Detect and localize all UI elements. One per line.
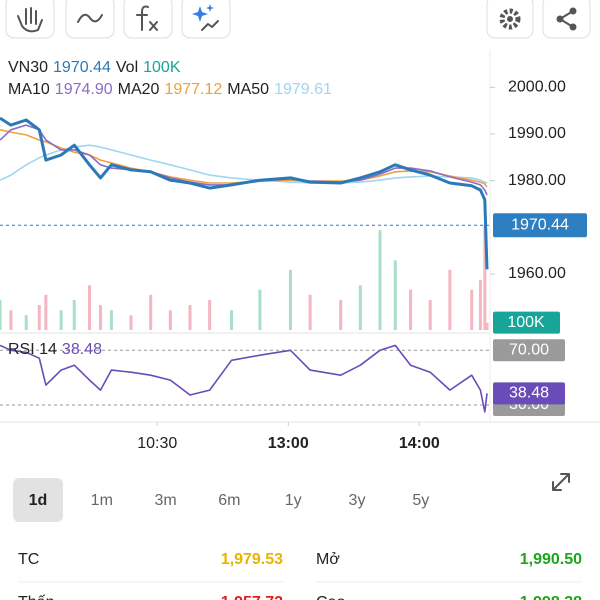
legend-value: 1977.12	[164, 81, 222, 98]
legend: MA10 1974.90 MA20 1977.12 MA50 1979.61	[8, 81, 332, 98]
volume-bar	[0, 299, 2, 330]
function-button[interactable]	[123, 0, 173, 39]
volume-bar	[428, 299, 432, 330]
share-dot	[569, 7, 577, 15]
volume-bar	[109, 310, 113, 330]
stat-value: 1,990.50	[520, 551, 582, 568]
share-dot	[556, 15, 564, 23]
range-button[interactable]: 1m	[91, 492, 113, 509]
volume-label: 100K	[507, 314, 545, 331]
legend-value: 1974.90	[55, 81, 113, 98]
hand-icon	[17, 7, 43, 33]
volume-bar	[485, 322, 489, 330]
share-dot	[569, 23, 577, 31]
chart: 2000.00 1990.00 1980.00 1960.00 1970.44 100K 7…	[0, 79, 587, 452]
legend-name: Vol	[116, 59, 138, 76]
expand-icon[interactable]	[552, 473, 570, 491]
volume-bar	[308, 294, 312, 330]
volume-bar	[393, 260, 397, 330]
volume-bar	[208, 299, 212, 330]
toolbar	[5, 0, 591, 39]
volume-bar	[149, 294, 153, 330]
volume-bar	[229, 310, 233, 330]
y-tick-label: 1960.00	[508, 265, 566, 282]
x-tick-label: 10:30	[137, 435, 177, 452]
sparkle-icon	[192, 4, 214, 22]
last-price-label: 1970.44	[511, 216, 569, 233]
legend-name: MA50	[227, 81, 269, 98]
rsi-line	[0, 344, 488, 413]
legend-name: MA20	[118, 81, 160, 98]
gear-icon	[499, 8, 521, 30]
volume-bar	[358, 285, 362, 330]
range-button[interactable]: 1y	[285, 492, 302, 509]
range-button[interactable]: 3m	[154, 492, 176, 509]
range-button[interactable]: 6m	[218, 492, 240, 509]
volume-bar	[88, 285, 92, 330]
rsi-level-label: 70.00	[509, 342, 549, 359]
volume-bar	[9, 310, 13, 330]
volume-bar	[478, 280, 482, 330]
legend-value: 1979.61	[274, 81, 332, 98]
legend-name: RSI 14	[8, 341, 57, 358]
rsi-last-box	[493, 382, 565, 405]
y-tick-label: 2000.00	[508, 79, 566, 96]
volume-bar	[44, 294, 48, 330]
legend: VN30 1970.44 Vol 100K	[8, 59, 181, 76]
stat-label: TC	[18, 551, 39, 568]
legend-value: 38.48	[62, 341, 102, 358]
volume-bar	[98, 305, 102, 330]
price-line	[0, 116, 489, 270]
volume-bar	[59, 310, 63, 330]
x-tick-label: 14:00	[399, 435, 440, 452]
volume-bar	[168, 310, 172, 330]
ma-line	[0, 124, 488, 196]
fx-icon	[136, 5, 158, 31]
legend-name: VN30	[8, 59, 48, 76]
rsi-last-label: 38.48	[509, 385, 549, 402]
volume-bar	[339, 299, 343, 330]
gear-center	[507, 16, 513, 22]
range-button[interactable]: 1d	[29, 492, 48, 509]
last-price-box	[493, 213, 587, 238]
volume-bar	[409, 289, 413, 330]
stat-label: Cao	[316, 594, 345, 600]
volume-bar	[288, 269, 292, 330]
legend-value: 1970.44	[53, 59, 111, 76]
stat-value: 1,979.53	[221, 551, 283, 568]
legend-value: 100K	[143, 59, 181, 76]
stat-value: 1,957.72	[221, 594, 283, 600]
volume-bar	[188, 305, 192, 330]
volume-bar	[483, 225, 487, 330]
volume-bar	[378, 230, 382, 330]
volume-bar	[470, 289, 474, 330]
volume-bar	[72, 299, 76, 330]
legend-name: MA10	[8, 81, 50, 98]
stat-label: Thấp	[18, 594, 55, 600]
y-tick-label: 1990.00	[508, 125, 566, 142]
volume-box	[493, 311, 560, 334]
ma-line	[0, 144, 488, 184]
volume-bar	[129, 315, 133, 330]
trend-icon	[201, 20, 219, 31]
range-selected	[13, 478, 63, 522]
ai-button[interactable]	[181, 0, 231, 39]
share-button[interactable]	[542, 0, 591, 39]
stat-label: Mở	[316, 551, 340, 568]
rsi-level-box	[493, 339, 565, 362]
y-tick-label: 1980.00	[508, 172, 566, 189]
x-tick-label: 13:00	[268, 435, 309, 452]
volume-bar	[37, 305, 41, 330]
wave-icon	[77, 13, 103, 23]
volume-bar	[448, 269, 452, 330]
volume-bar	[24, 315, 28, 330]
legend: RSI 14 38.48	[8, 341, 102, 358]
volume-bar	[258, 289, 262, 330]
stat-value: 1,998.38	[520, 594, 582, 600]
range-button[interactable]: 5y	[412, 492, 429, 509]
range-button[interactable]: 3y	[349, 492, 366, 509]
